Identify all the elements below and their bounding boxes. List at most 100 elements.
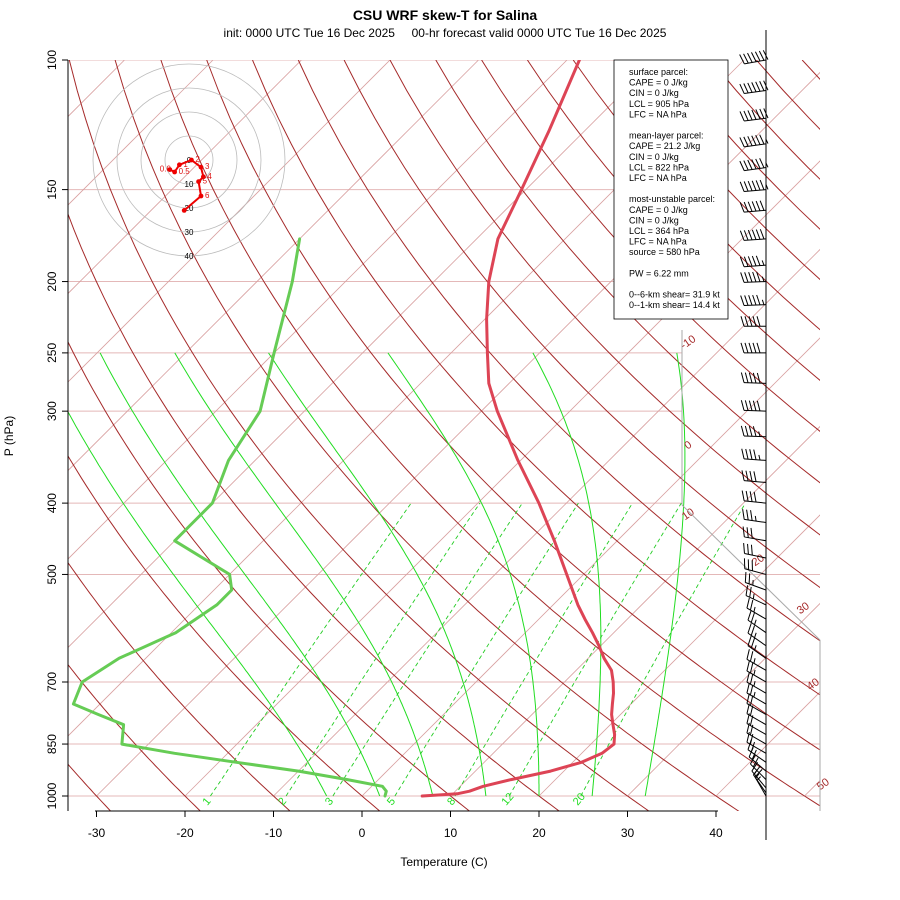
wind-barb-flag	[754, 769, 763, 778]
wind-barb	[747, 623, 767, 647]
hodograph-point-label: 0.5	[179, 167, 191, 176]
x-tick-label: 0	[359, 826, 366, 840]
wind-barb-flag	[749, 651, 754, 662]
wind-barb-flag	[743, 181, 749, 192]
chart-subtitle: init: 0000 UTC Tue 16 Dec 2025 00-hr for…	[224, 26, 667, 40]
hodograph-point-label: 4	[207, 172, 212, 181]
hodograph-point	[172, 169, 178, 175]
wind-barb	[739, 80, 769, 95]
wind-barb-flag	[755, 180, 761, 191]
wind-barb-flag	[751, 135, 757, 146]
dry-adiabat	[68, 455, 381, 811]
x-tick-label: -20	[176, 826, 194, 840]
wind-barb-flag	[755, 229, 761, 240]
wind-barb	[740, 342, 766, 354]
wind-barb	[740, 271, 767, 283]
info-box-line: mean-layer parcel:	[629, 131, 704, 141]
wind-barb-flag	[751, 749, 757, 760]
wind-barb-flag	[742, 509, 745, 520]
wind-barb-flag	[752, 372, 757, 384]
wind-barb-flag	[747, 739, 752, 750]
wind-barb-flag	[741, 448, 745, 460]
dry-adiabat	[481, 60, 820, 432]
wind-barb-flag	[744, 295, 749, 306]
wind-barb-flag	[753, 449, 757, 460]
wind-barb-flag	[753, 471, 757, 482]
wind-barb-flag	[744, 425, 749, 437]
hodograph-point	[189, 157, 194, 163]
isotherm-label: 20	[750, 552, 767, 569]
info-box-frame	[613, 59, 729, 320]
wind-barb-flag	[747, 180, 753, 192]
wind-barb-flag	[759, 134, 765, 145]
wind-barb-flag	[750, 510, 753, 521]
wind-barb	[743, 543, 767, 559]
moist-adiabat	[387, 352, 540, 796]
wind-barbs	[739, 30, 769, 840]
wind-barb-flag	[743, 543, 745, 554]
hodograph-point	[167, 167, 173, 173]
wind-barb-flag	[752, 757, 759, 768]
wind-barb-flag	[763, 108, 769, 119]
x-tick-label: 40	[709, 826, 723, 840]
hodograph-ring	[116, 87, 262, 233]
hodograph-point-label: 5	[203, 177, 208, 186]
wind-barb-half-flag	[754, 619, 757, 625]
wind-barb-flag	[745, 585, 749, 596]
mixing-ratio-line	[508, 502, 682, 797]
wind-barb	[747, 610, 767, 634]
wind-barb-flag	[748, 747, 754, 758]
x-tick-label: -10	[265, 826, 283, 840]
wind-barb	[740, 425, 767, 438]
mixing-ratio-line	[394, 502, 579, 797]
wind-barb-flag	[759, 158, 765, 169]
info-box-line: LCL = 905 hPa	[629, 99, 689, 109]
wind-barb-flag	[741, 470, 745, 481]
wind-barb-flag	[749, 705, 754, 716]
moist-adiabat	[68, 410, 328, 797]
y-tick-label: 200	[45, 271, 59, 291]
info-box-line: CAPE = 0 J/kg	[629, 78, 688, 88]
wind-barb-half-flag	[758, 454, 761, 461]
y-tick-label: 1000	[45, 782, 59, 809]
info-box-line: 0--1-km shear= 14.4 kt	[629, 300, 720, 310]
wind-barb-flag	[742, 526, 745, 538]
wind-barb-flag	[740, 425, 745, 437]
wind-barb-flag	[747, 82, 753, 93]
wind-barb	[741, 470, 767, 483]
wind-barb	[739, 134, 769, 148]
wind-barb-flag	[740, 272, 745, 283]
hodograph-point-label: 1	[183, 160, 188, 169]
wind-barb-flag	[749, 673, 754, 685]
wind-barb-flag	[739, 181, 745, 192]
hodograph-point	[196, 179, 202, 185]
wind-barb-flag	[751, 82, 757, 93]
wind-barb	[746, 671, 767, 694]
wind-barb-half-flag	[758, 431, 761, 437]
wind-barb-flag	[749, 715, 754, 726]
wind-barb-flag	[756, 372, 761, 384]
y-tick-label: 150	[45, 179, 59, 199]
wind-barb-half-flag	[765, 138, 769, 144]
wind-barb-flag	[749, 586, 752, 598]
wind-barb-flag	[744, 372, 749, 383]
wind-barb-half-flag	[761, 276, 765, 282]
info-box-line: LFC = NA hPa	[629, 173, 687, 183]
wind-barb-flag	[743, 136, 749, 147]
moist-adiabat	[532, 352, 602, 797]
wind-barb-flag	[739, 202, 745, 213]
isotherm-label: 40	[805, 676, 822, 693]
wind-barb-flag	[747, 110, 753, 121]
wind-barb-flag	[749, 684, 754, 696]
wind-barb	[746, 693, 767, 715]
info-box-line: CAPE = 0 J/kg	[629, 205, 688, 215]
wind-barb	[739, 229, 767, 241]
y-axis-label: P (hPa)	[2, 416, 16, 456]
dry-adiabat	[297, 60, 820, 642]
isotherm-label: 30	[795, 600, 812, 617]
info-box-line: CIN = 0 J/kg	[629, 152, 679, 162]
y-tick-label: 400	[45, 493, 59, 513]
inner-diagonal-edge	[681, 504, 821, 641]
wind-barb-flag	[746, 649, 750, 660]
wind-barb	[739, 200, 767, 213]
